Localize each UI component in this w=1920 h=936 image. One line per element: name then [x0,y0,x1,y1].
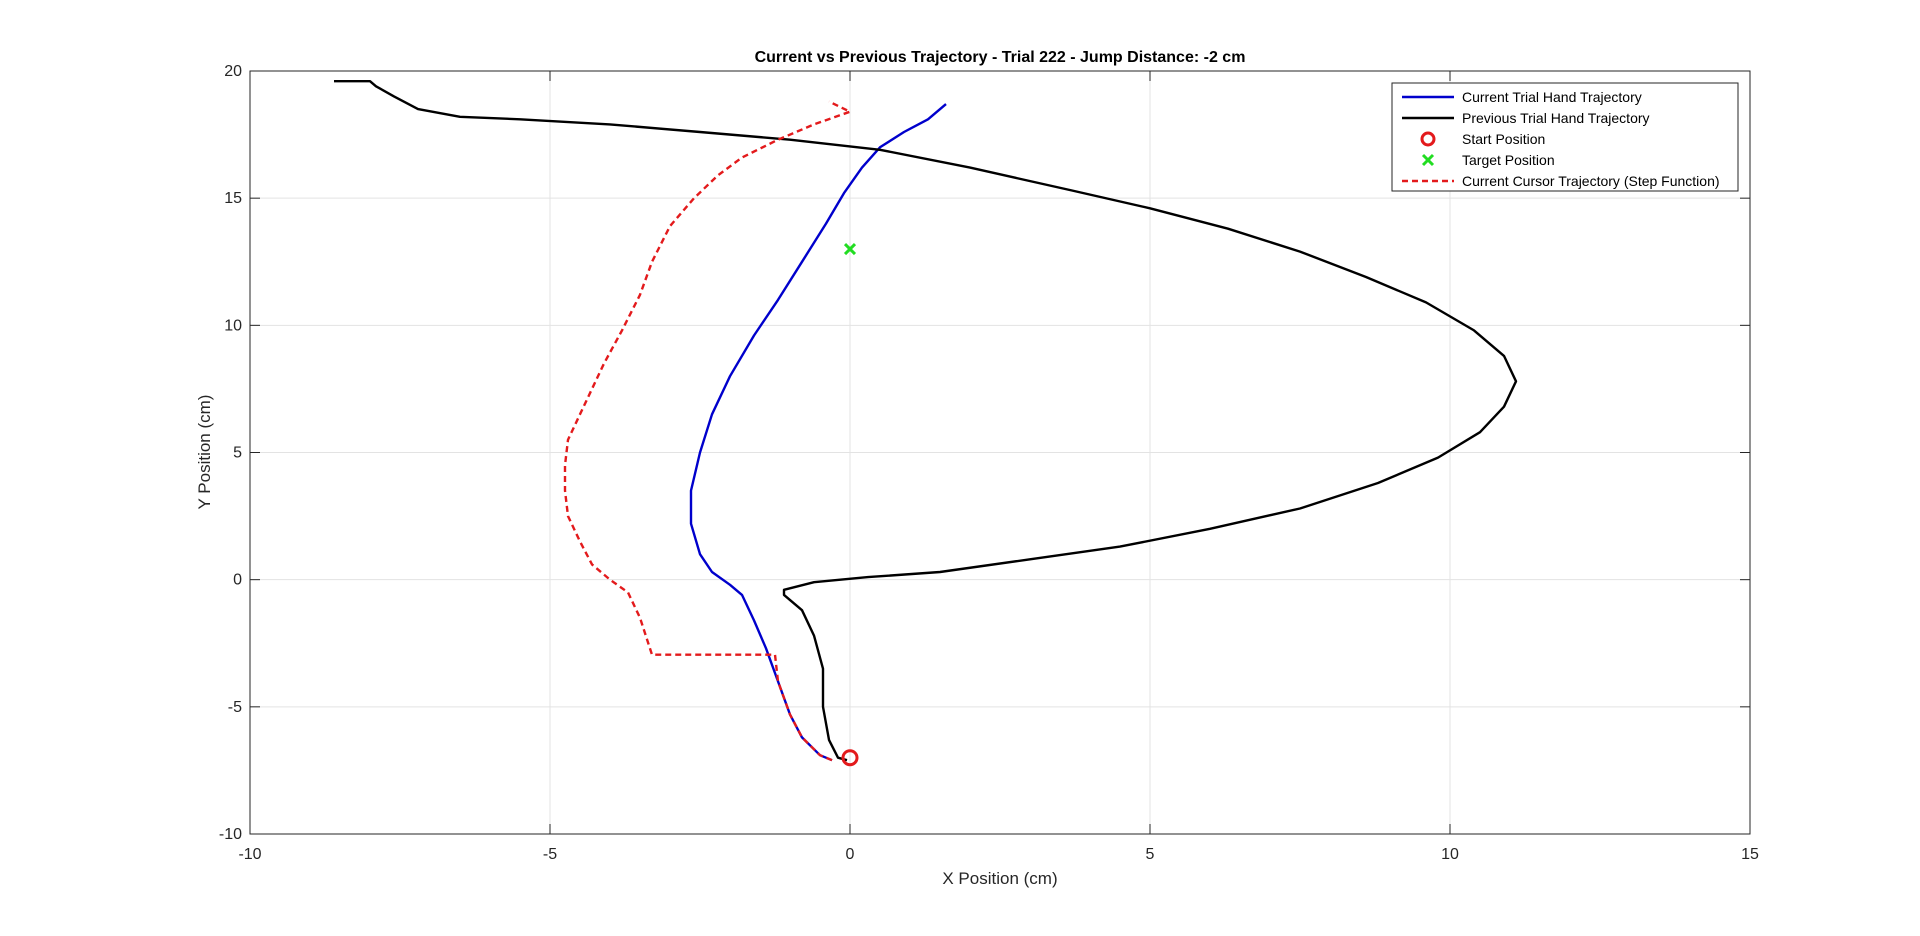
x-tick-label: -10 [238,846,261,863]
series-previous-trial-hand-trajectory [334,80,1518,762]
y-tick-label: -5 [228,699,242,716]
x-tick-label: 5 [1146,846,1155,863]
series-lines [334,80,1518,762]
chart-title: Current vs Previous Trajectory - Trial 2… [755,49,1246,66]
legend-label: Previous Trial Hand Trajectory [1462,110,1650,126]
legend-entry-current-trial-hand-trajectory: Current Trial Hand Trajectory [1402,89,1642,105]
legend-label: Current Trial Hand Trajectory [1462,89,1642,105]
marker-start-position [841,749,859,767]
legend-label: Target Position [1462,152,1555,168]
x-tick-label: 15 [1741,846,1759,863]
legend-swatch [1420,131,1436,147]
legend-entry-start-position: Start Position [1420,131,1545,147]
legend-label: Current Cursor Trajectory (Step Function… [1462,173,1720,189]
x-tick-label: 0 [846,846,855,863]
x-tick-label: -5 [543,846,557,863]
legend-label: Start Position [1462,131,1545,147]
y-tick-label: 0 [233,572,242,589]
legend-swatch [1421,153,1435,167]
x-axis-label: X Position (cm) [942,869,1057,888]
legend-box [1391,82,1739,192]
x-tick-label: 10 [1441,846,1459,863]
legend-entry-current-cursor-trajectory-step-function: Current Cursor Trajectory (Step Function… [1402,173,1720,189]
legend-entry-previous-trial-hand-trajectory: Previous Trial Hand Trajectory [1402,110,1650,126]
tick-labels: -10 -5 0 5 10 15 -10 -5 0 5 10 15 20 [219,63,1759,863]
legend: Current Trial Hand Trajectory Previous Tr… [1391,82,1739,192]
y-tick-label: 5 [233,445,242,462]
y-tick-label: 10 [224,317,242,334]
y-tick-label: -10 [219,826,242,843]
legend-entry-target-position: Target Position [1421,152,1555,168]
y-tick-label: 15 [224,190,242,207]
axis-ticks [249,70,1751,835]
grid-lines [250,71,1750,834]
series-markers [841,242,859,767]
y-tick-label: 20 [224,63,242,80]
series-current-trial-hand-trajectory [689,103,947,762]
y-axis-label: Y Position (cm) [195,395,214,510]
marker-target-position [843,242,857,256]
series-current-cursor-trajectory-step-function [563,100,852,762]
